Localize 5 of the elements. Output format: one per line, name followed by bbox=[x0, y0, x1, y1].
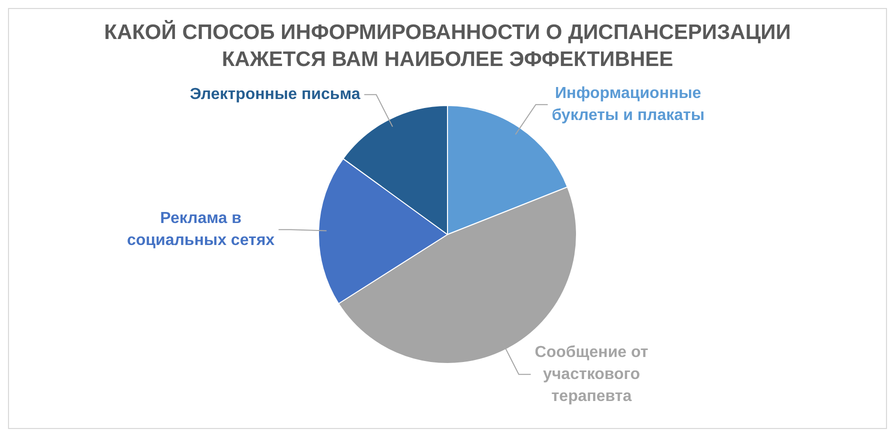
chart-title: КАКОЙ СПОСОБ ИНФОРМИРОВАННОСТИ О ДИСПАНСЕРИЗАЦИИ КАЖЕТСЯ ВАМ НАИБОЛЕЕ ЭФФЕКТИВНЕЕ bbox=[103, 19, 792, 73]
slice-label: Информационные буклеты и плакаты bbox=[552, 85, 705, 124]
slice-label: Сообщение от участкового терапевта bbox=[534, 344, 648, 405]
slice-label: Электронные письма bbox=[190, 86, 360, 104]
slice-label: Реклама в социальных сетях bbox=[127, 210, 275, 249]
